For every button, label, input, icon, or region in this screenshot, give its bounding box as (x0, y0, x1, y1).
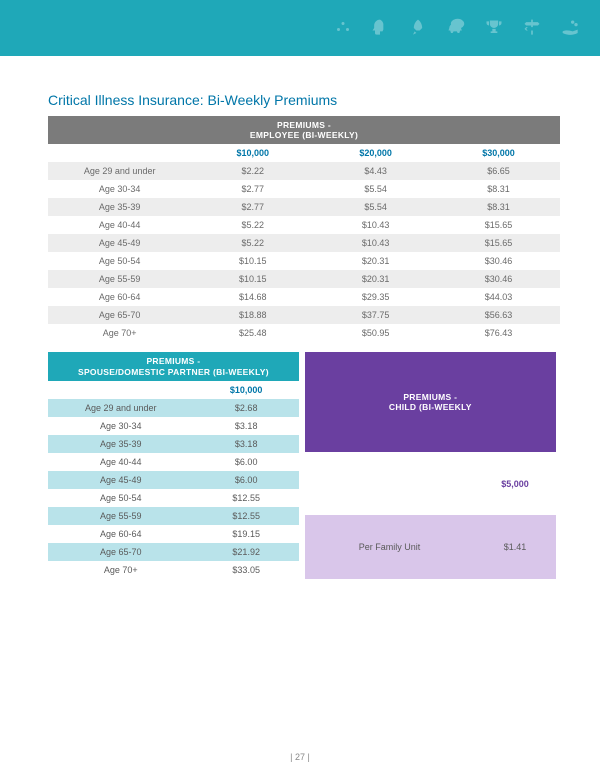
head-icon (370, 18, 390, 38)
table-row: Age 50-54$10.15$20.31$30.46 (48, 252, 560, 270)
table-row: Age 35-39$3.18 (48, 435, 299, 453)
emp-col-2: $20,000 (314, 144, 437, 162)
child-row-label: Per Family Unit (305, 515, 474, 578)
table-row: Age 45-49$6.00 (48, 471, 299, 489)
table-row: Age 50-54$12.55 (48, 489, 299, 507)
child-premium-table: PREMIUMS -CHILD (BI-WEEKLY $5,000 Per Fa… (305, 352, 556, 578)
table-row: Age 30-34$2.77$5.54$8.31 (48, 180, 560, 198)
emp-col-3: $30,000 (437, 144, 560, 162)
page-content: Critical Illness Insurance: Bi-Weekly Pr… (0, 56, 600, 579)
sparkle-icon (334, 19, 352, 37)
signpost-icon (522, 18, 542, 38)
spouse-header: PREMIUMS -SPOUSE/DOMESTIC PARTNER (BI-WE… (48, 352, 299, 380)
table-row: Age 35-39$2.77$5.54$8.31 (48, 198, 560, 216)
page-title: Critical Illness Insurance: Bi-Weekly Pr… (48, 92, 560, 108)
table-row: Age 55-59$12.55 (48, 507, 299, 525)
page-number: | 27 | (0, 752, 600, 762)
table-row: Age 65-70$21.92 (48, 543, 299, 561)
table-row: Age 60-64$19.15 (48, 525, 299, 543)
table-row: Age 70+$33.05 (48, 561, 299, 579)
table-row: Age 45-49$5.22$10.43$15.65 (48, 234, 560, 252)
child-header: PREMIUMS -CHILD (BI-WEEKLY (305, 352, 556, 452)
table-row: Age 40-44$5.22$10.43$15.65 (48, 216, 560, 234)
table-row: Age 60-64$14.68$29.35$44.03 (48, 288, 560, 306)
table-row: Age 70+$25.48$50.95$76.43 (48, 324, 560, 342)
employee-header: PREMIUMS -EMPLOYEE (BI-WEEKLY) (48, 116, 560, 144)
child-row-value: $1.41 (474, 515, 556, 578)
table-row: Age 65-70$18.88$37.75$56.63 (48, 306, 560, 324)
table-row: Age 29 and under$2.68 (48, 399, 299, 417)
table-row: Age 40-44$6.00 (48, 453, 299, 471)
spouse-amount: $10,000 (194, 381, 299, 399)
hand-coins-icon (560, 18, 582, 38)
table-row: Age 29 and under$2.22$4.43$6.65 (48, 162, 560, 180)
top-banner (0, 0, 600, 56)
spouse-premium-table: PREMIUMS -SPOUSE/DOMESTIC PARTNER (BI-WE… (48, 352, 299, 578)
rocket-icon (408, 18, 428, 38)
trophy-icon (484, 18, 504, 38)
piggy-icon (446, 18, 466, 38)
child-amount: $5,000 (474, 452, 556, 515)
employee-premium-table: PREMIUMS -EMPLOYEE (BI-WEEKLY) $10,000 $… (48, 116, 560, 342)
table-row: Age 55-59$10.15$20.31$30.46 (48, 270, 560, 288)
emp-col-1: $10,000 (191, 144, 314, 162)
table-row: Age 30-34$3.18 (48, 417, 299, 435)
